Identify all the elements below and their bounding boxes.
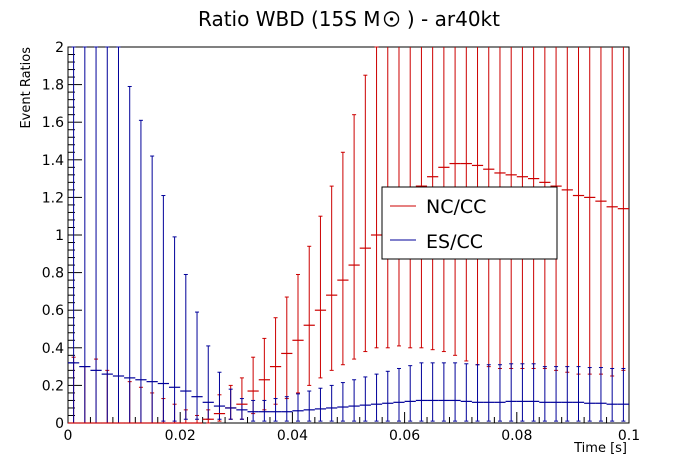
x-tick-label: 0.1	[618, 428, 640, 444]
y-axis-title: Event Ratios	[19, 47, 34, 129]
y-tick-label: 1	[55, 228, 64, 244]
error-bars-es-cc	[71, 46, 626, 424]
y-tick-label: 0.8	[42, 266, 64, 282]
y-tick-label: 0.6	[42, 303, 64, 319]
legend: NC/CC ES/CC	[381, 186, 558, 260]
legend-label-nc-cc: NC/CC	[426, 196, 486, 218]
sun-symbol	[383, 11, 400, 27]
legend-label-es-cc: ES/CC	[426, 231, 483, 253]
y-tick-label: 0	[55, 416, 64, 432]
y-tick-label: 1.6	[42, 115, 64, 131]
axis-ticks: 0 0.02 0.04 0.06 0.08 0.1 0 0.2 0.4 0.6 0.8 1 1.2 1.4…	[42, 40, 640, 444]
x-tick-label: 0.06	[389, 428, 420, 444]
chart-title: Ratio WBD (15S M ) - ar40kt	[198, 7, 500, 31]
y-tick-label: 0.2	[42, 378, 64, 394]
x-tick-label: 0	[64, 428, 73, 444]
x-tick-label: 0.02	[165, 428, 196, 444]
series-layer	[68, 162, 629, 424]
x-tick-label: 0.04	[277, 428, 308, 444]
legend-box	[381, 186, 558, 260]
y-tick-label: 2	[55, 40, 64, 56]
series-es-cc	[68, 362, 629, 413]
x-axis-title: Time [s]	[573, 441, 627, 456]
y-tick-label: 1.2	[42, 190, 64, 206]
y-tick-label: 1.4	[42, 153, 64, 169]
x-tick-label: 0.08	[501, 428, 532, 444]
y-tick-label: 1.8	[42, 78, 64, 94]
y-tick-label: 0.4	[42, 341, 64, 357]
